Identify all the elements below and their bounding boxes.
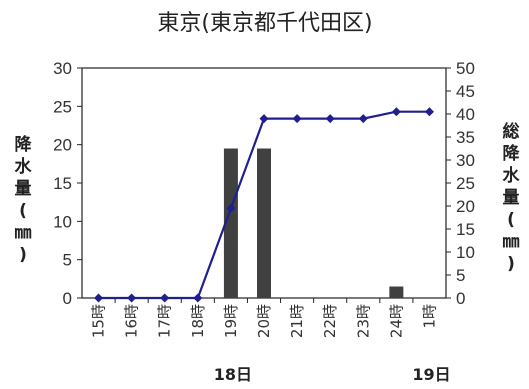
x-tick-label: 17時 <box>156 304 174 338</box>
right-tick-label: 10 <box>456 243 475 262</box>
x-tick-label: 16時 <box>123 304 141 338</box>
date-label: 18日 <box>214 365 252 384</box>
left-tick-label: 20 <box>53 136 72 155</box>
x-tick-label: 21時 <box>288 304 306 338</box>
x-tick-label: 22時 <box>321 304 339 338</box>
chart-title: 東京(東京都千代田区) <box>157 11 372 36</box>
left-axis-label: 降水量(㎜) <box>15 134 33 265</box>
x-tick-label: 20時 <box>255 304 273 338</box>
line-point <box>160 293 170 303</box>
line-point <box>325 114 335 124</box>
date-labels: 18日 19日 <box>214 365 451 384</box>
right-axis-label-char: ㎜ <box>503 232 520 252</box>
left-axis-label-char: ) <box>19 245 27 265</box>
left-tick-label: 15 <box>53 174 72 193</box>
x-tick-label: 15時 <box>90 304 108 338</box>
left-tick-label: 25 <box>53 97 72 116</box>
right-axis-label-char: 降 <box>503 143 521 164</box>
x-tick-label: 19時 <box>222 304 240 338</box>
line-point <box>94 293 104 303</box>
bar <box>257 148 271 298</box>
right-tick-label: 35 <box>456 128 475 147</box>
bar <box>389 286 404 298</box>
left-axis-label-char: 量 <box>15 178 32 199</box>
right-tick-label: 45 <box>456 82 475 101</box>
right-axis-label-char: 水 <box>503 165 521 186</box>
left-axis-ticks: 0 5 10 15 20 25 30 <box>53 59 82 308</box>
right-tick-label: 15 <box>456 220 475 239</box>
right-tick-label: 5 <box>456 266 465 285</box>
line-point <box>193 293 203 303</box>
right-axis-label-char: ( <box>507 210 515 230</box>
x-axis-ticks: 15時 16時 17時 18時 19時 20時 21時 22時 23時 24時 1時 <box>90 298 438 338</box>
line-point <box>226 203 236 213</box>
line-point <box>259 114 269 124</box>
left-tick-label: 30 <box>53 59 72 78</box>
left-axis-label-char: 水 <box>15 156 33 177</box>
right-axis-ticks: 0 5 10 15 20 25 30 35 40 45 50 <box>446 59 475 308</box>
x-tick-label: 18時 <box>189 304 207 338</box>
left-axis-label-char: ( <box>19 201 27 221</box>
right-tick-label: 40 <box>456 105 475 124</box>
right-tick-label: 20 <box>456 197 475 216</box>
line-point <box>292 114 302 124</box>
x-tick-label: 23時 <box>354 304 372 338</box>
line-point <box>391 107 401 117</box>
right-tick-label: 0 <box>456 289 465 308</box>
line-point <box>424 107 434 117</box>
left-tick-label: 0 <box>63 289 72 308</box>
right-tick-label: 50 <box>456 59 475 78</box>
left-tick-label: 10 <box>53 212 72 231</box>
right-axis-label-char: 総 <box>503 121 520 142</box>
date-label: 19日 <box>412 365 450 384</box>
bar-series <box>223 148 404 298</box>
left-axis-label-char: ㎜ <box>15 223 32 243</box>
line-series <box>94 107 434 303</box>
x-tick-label: 1時 <box>420 304 438 329</box>
left-axis-label-char: 降 <box>15 134 33 155</box>
x-tick-label: 24時 <box>387 304 405 338</box>
bar <box>223 148 238 298</box>
left-tick-label: 5 <box>63 251 72 270</box>
line-point <box>127 293 137 303</box>
right-axis-label-char: 量 <box>503 187 520 208</box>
right-axis-label-char: ) <box>507 254 515 274</box>
right-tick-label: 25 <box>456 174 475 193</box>
right-tick-label: 30 <box>456 151 475 170</box>
line-point <box>358 114 368 124</box>
